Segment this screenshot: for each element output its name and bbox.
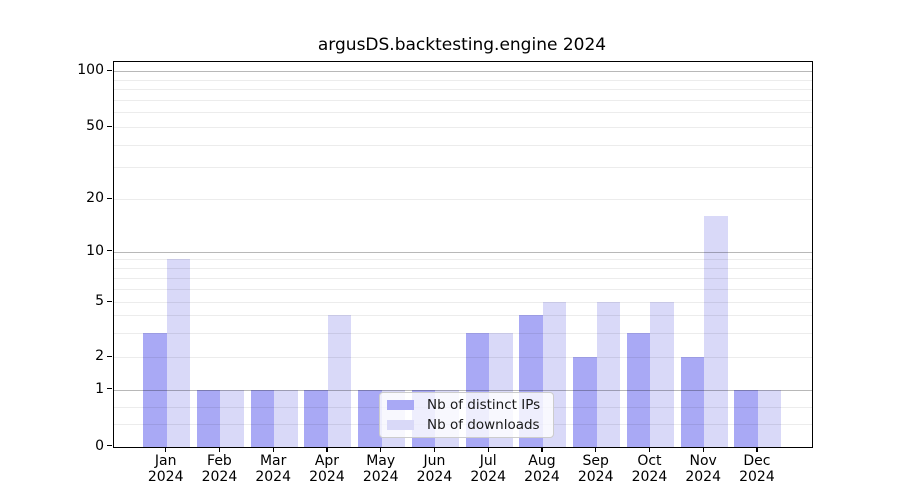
legend-item-downloads: Nb of downloads [380,417,553,433]
legend-color-swatch-downloads [387,420,414,430]
bar-downloads-oct [650,302,674,447]
bar-downloads-feb [220,389,244,447]
y-tick-label: 10 [86,242,104,259]
gridline-minor [114,277,812,279]
x-tick-label-nov: Nov 2024 [685,453,721,485]
gridline-minor [114,302,812,303]
x-tick-label-dec: Dec 2024 [739,453,775,485]
y-tick-label: 1 [95,380,104,397]
gridline-minor [114,99,812,101]
gridline-minor [114,144,812,146]
bar-distinct-ips-feb [196,389,221,447]
y-tick-mark [107,250,112,252]
x-tick-label-oct: Oct 2024 [631,453,668,485]
y-tick-mark [107,300,112,302]
bar-downloads-dec [757,389,782,447]
gridline-minor [114,167,812,169]
x-tick-label-feb: Feb 2024 [201,453,238,485]
x-tick-mark [165,447,167,452]
gridline-minor [114,79,812,81]
gridline-minor [114,332,812,334]
x-tick-mark [648,447,651,452]
bar-downloads-nov [704,215,728,447]
gridline-minor [114,112,812,114]
gridline-minor [114,259,812,261]
x-tick-label-mar: Mar 2024 [255,453,291,485]
y-tick-label: 100 [77,62,104,78]
gridline-minor [114,357,812,358]
y-tick-label: 50 [86,118,104,134]
x-tick-mark [487,447,489,452]
y-tick-label: 0 [95,437,104,454]
x-tick-mark [326,447,328,452]
x-tick-label-jul: Jul 2024 [470,453,506,485]
y-tick-mark [107,445,112,447]
x-tick-mark [433,447,436,452]
x-tick-mark [380,447,382,452]
x-tick-label-jun: Jun 2024 [416,453,453,485]
chart-title: argusDS.backtesting.engine 2024 [317,35,607,55]
bar-downloads-mar [274,389,298,447]
x-tick-label-sep: Sep 2024 [577,453,614,485]
bar-distinct-ips-jan [143,332,167,447]
gridline-major [114,389,812,391]
gridline-minor [114,127,812,128]
gridline-minor [114,89,812,91]
gridline-minor [114,199,812,200]
y-tick-mark [107,355,112,357]
legend-color-swatch-distinct-ips [387,400,414,410]
bar-distinct-ips-nov [680,357,705,447]
bar-distinct-ips-may [358,389,382,447]
plot-area: Nb of distinct IPs Nb of downloads [113,61,813,448]
gridline-major [114,251,812,253]
y-tick-label: 2 [95,348,104,364]
bar-downloads-sep [596,302,621,447]
legend: Nb of distinct IPs Nb of downloads [379,392,554,438]
x-tick-label-apr: Apr 2024 [309,453,345,485]
gridline-minor [114,288,812,290]
gridline-minor [114,267,812,269]
y-tick-label: 20 [86,190,104,206]
legend-label-distinct-ips: Nb of distinct IPs [427,397,541,413]
legend-item-distinct-ips: Nb of distinct IPs [380,397,553,413]
gridline-minor [114,315,812,317]
x-tick-mark [702,447,704,452]
bar-downloads-apr [327,315,352,447]
y-tick-mark [107,197,112,199]
x-tick-label-jan: Jan 2024 [147,453,184,485]
x-tick-mark [595,447,597,452]
x-tick-mark [541,447,543,452]
y-tick-mark [107,69,112,71]
x-tick-mark [272,447,274,452]
legend-label-downloads: Nb of downloads [427,417,540,433]
x-tick-label-aug: Aug 2024 [524,453,560,485]
y-tick-mark [107,388,112,390]
bar-distinct-ips-mar [250,389,275,447]
y-tick-label: 5 [95,293,104,309]
y-tick-mark [107,125,112,127]
bar-distinct-ips-oct [626,332,651,447]
x-tick-mark [756,447,758,452]
x-tick-label-may: May 2024 [362,453,399,485]
x-tick-mark [218,447,221,452]
bar-downloads-jan [166,259,191,447]
bar-distinct-ips-apr [304,389,328,447]
bar-distinct-ips-sep [573,357,597,447]
bar-distinct-ips-dec [734,389,758,447]
gridline-major [114,71,812,72]
